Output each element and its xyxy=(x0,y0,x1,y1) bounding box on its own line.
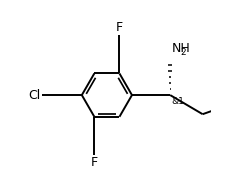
Text: NH: NH xyxy=(172,42,191,55)
Text: F: F xyxy=(91,156,98,169)
Text: &1: &1 xyxy=(171,97,184,106)
Text: 2: 2 xyxy=(180,48,186,56)
Text: F: F xyxy=(116,21,123,34)
Text: Cl: Cl xyxy=(28,88,40,102)
